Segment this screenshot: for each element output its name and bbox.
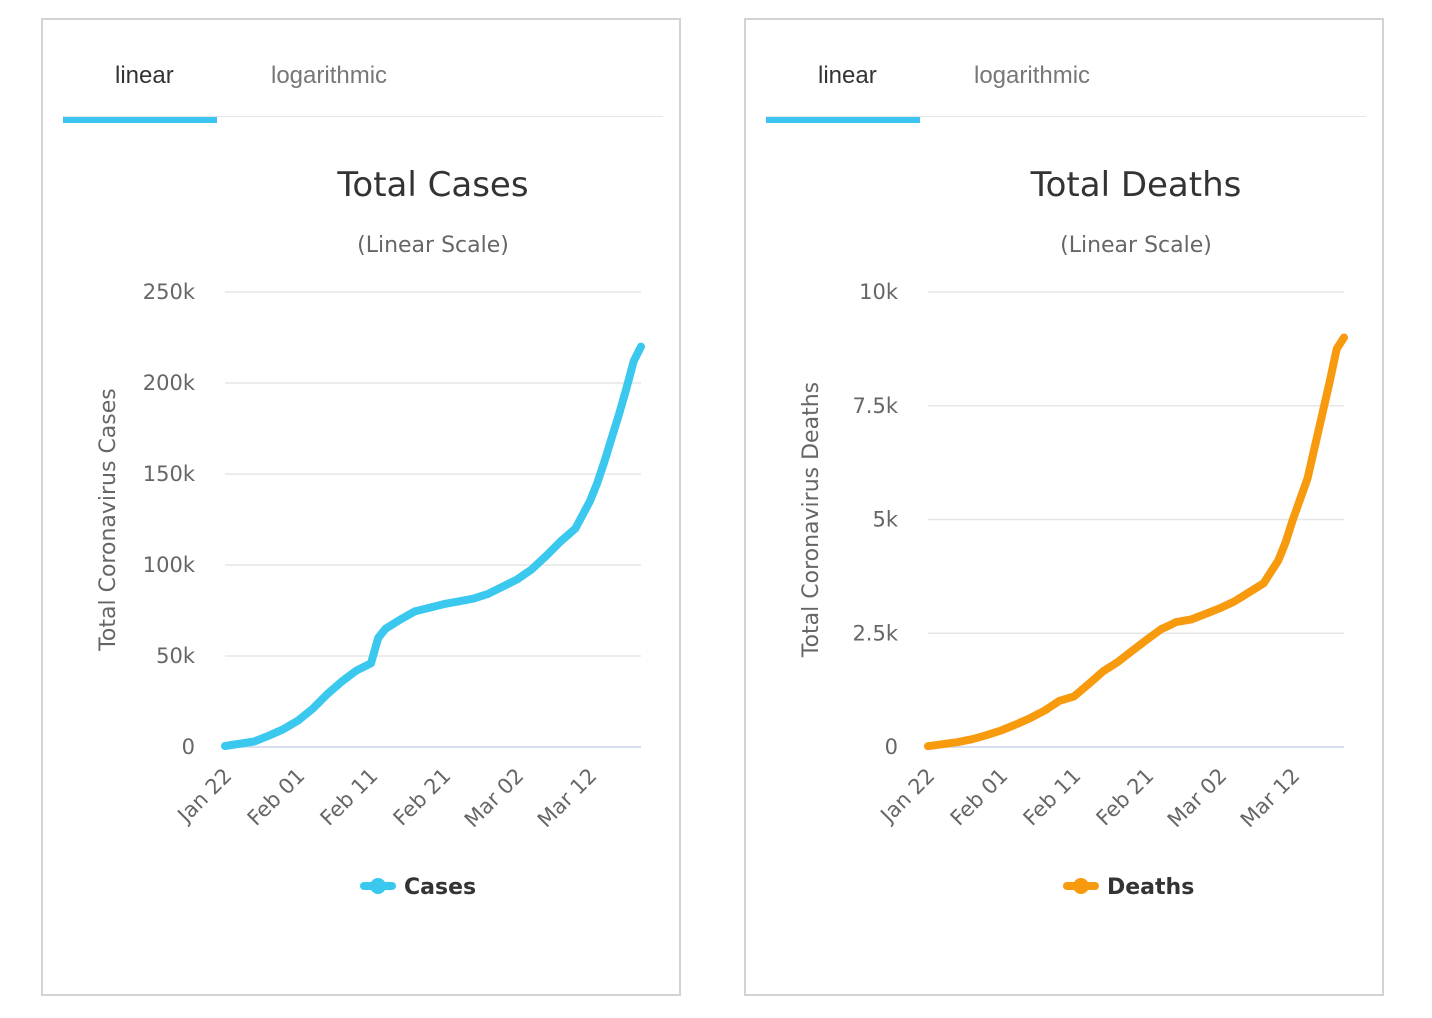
cases-chart-panel: linear logarithmic Total Cases (Linear Sc… bbox=[41, 18, 681, 996]
tabs-divider bbox=[63, 116, 663, 117]
chart-title: Total Deaths bbox=[1030, 165, 1242, 205]
tabs-divider bbox=[766, 116, 1366, 117]
y-tick-label: 0 bbox=[885, 735, 898, 759]
x-tick-label: Feb 11 bbox=[316, 764, 383, 831]
series-line-deaths bbox=[924, 333, 1348, 751]
legend-marker-icon bbox=[370, 878, 386, 894]
x-tick-label: Feb 21 bbox=[1092, 764, 1159, 831]
x-tick-label: Feb 01 bbox=[946, 764, 1013, 831]
tab-linear[interactable]: linear bbox=[818, 62, 877, 89]
y-tick-label: 7.5k bbox=[852, 394, 898, 418]
y-tick-label: 100k bbox=[143, 553, 196, 577]
x-tick-label: Mar 12 bbox=[1236, 764, 1305, 833]
legend-label: Cases bbox=[404, 875, 476, 900]
tab-logarithmic[interactable]: logarithmic bbox=[974, 62, 1091, 89]
scale-tabs: linear logarithmic bbox=[63, 20, 663, 123]
legend-marker-icon bbox=[1073, 878, 1089, 894]
chart-title: Total Cases bbox=[336, 165, 528, 205]
y-axis-title: Total Coronavirus Cases bbox=[96, 388, 121, 652]
x-tick-label: Jan 22 bbox=[875, 764, 940, 829]
chart-subtitle: (Linear Scale) bbox=[1060, 233, 1212, 258]
x-tick-label: Mar 02 bbox=[460, 764, 529, 833]
y-tick-label: 0 bbox=[182, 735, 195, 759]
y-tick-label: 50k bbox=[156, 644, 196, 668]
tab-linear[interactable]: linear bbox=[115, 62, 174, 89]
y-tick-label: 10k bbox=[859, 280, 899, 304]
x-tick-label: Feb 01 bbox=[243, 764, 310, 831]
y-tick-label: 150k bbox=[143, 462, 196, 486]
deaths-chart-panel: linear logarithmic Total Deaths (Linear S… bbox=[744, 18, 1384, 996]
total-deaths-chart: Total Deaths (Linear Scale) 0 2.5k 5k 7.5k 10k… bbox=[799, 165, 1348, 900]
y-tick-label: 200k bbox=[143, 371, 196, 395]
series-line-cases bbox=[221, 342, 645, 750]
total-cases-chart: Total Cases (Linear Scale) 0 50k 100k 150k 200… bbox=[96, 165, 645, 900]
x-tick-label: Mar 12 bbox=[533, 764, 602, 833]
legend-label: Deaths bbox=[1107, 875, 1194, 900]
x-tick-label: Mar 02 bbox=[1163, 764, 1232, 833]
x-tick-label: Feb 21 bbox=[389, 764, 456, 831]
y-axis-title: Total Coronavirus Deaths bbox=[799, 382, 824, 658]
x-tick-label: Feb 11 bbox=[1019, 764, 1086, 831]
scale-tabs: linear logarithmic bbox=[766, 20, 1366, 123]
tab-logarithmic[interactable]: logarithmic bbox=[271, 62, 388, 89]
chart-subtitle: (Linear Scale) bbox=[357, 233, 509, 258]
active-tab-indicator bbox=[63, 117, 217, 123]
x-tick-label: Jan 22 bbox=[172, 764, 237, 829]
y-tick-label: 2.5k bbox=[852, 621, 898, 645]
y-tick-label: 5k bbox=[872, 508, 898, 532]
active-tab-indicator bbox=[766, 117, 920, 123]
y-tick-label: 250k bbox=[143, 280, 196, 304]
